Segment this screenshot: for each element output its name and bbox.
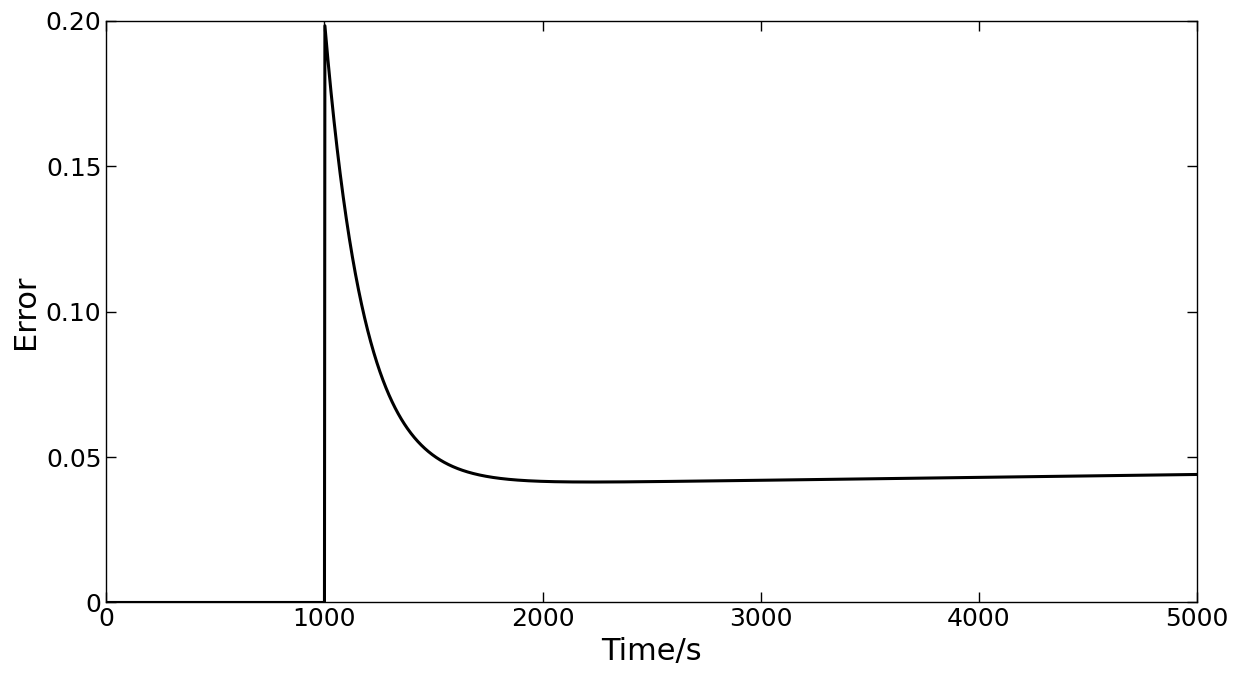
Y-axis label: Error: Error xyxy=(11,274,40,349)
X-axis label: Time/s: Time/s xyxy=(601,637,702,666)
